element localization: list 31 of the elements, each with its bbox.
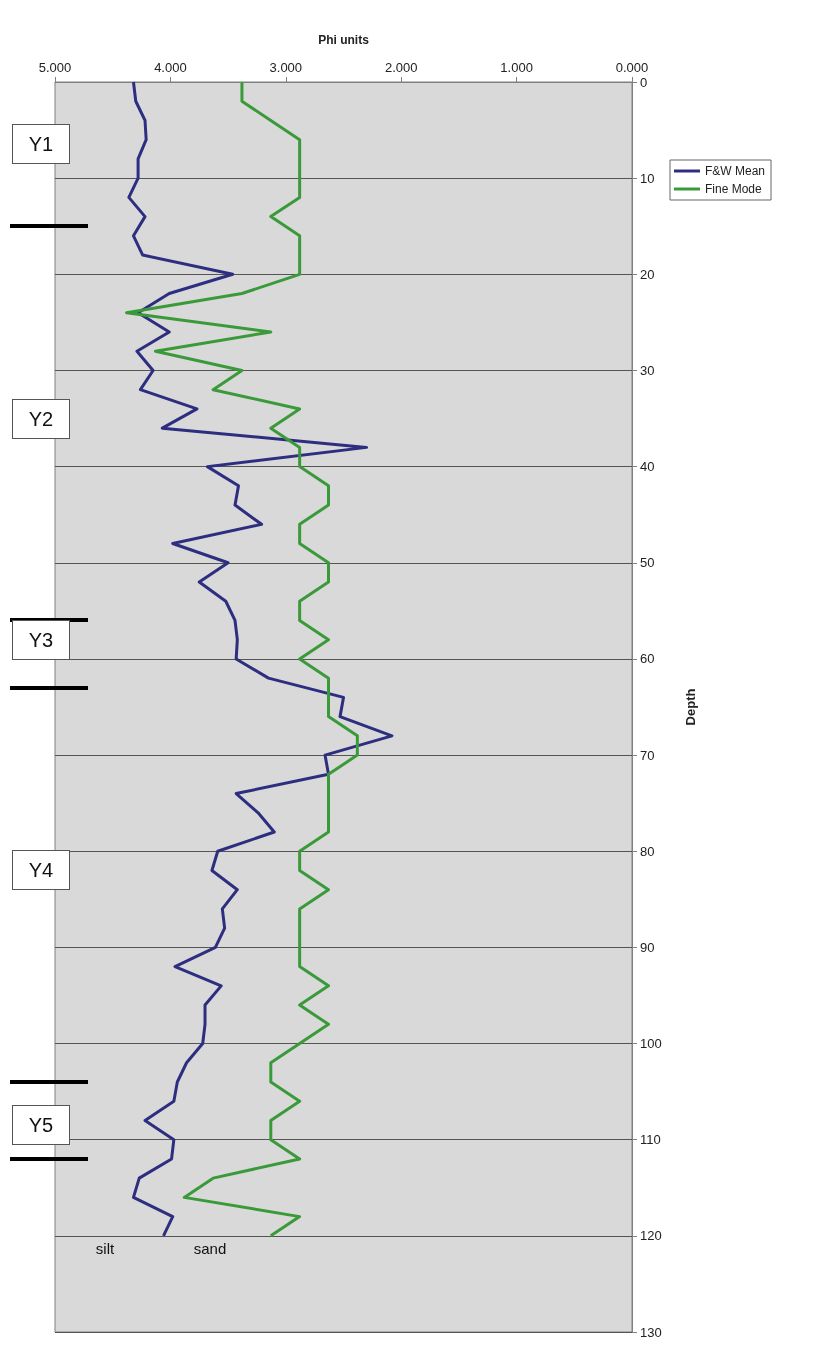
- x-tick-label: 0.000: [615, 60, 649, 75]
- y-tick-label: 30: [640, 362, 655, 378]
- y-tick-label: 90: [640, 939, 655, 955]
- annotation: silt: [94, 1240, 116, 1257]
- x-tick-label: 4.000: [154, 60, 187, 75]
- x-tick-label: 3.000: [269, 60, 303, 75]
- x-axis-title: Phi units: [318, 33, 370, 47]
- y-tick-label: 120: [640, 1228, 662, 1244]
- y-tick-label: 20: [640, 266, 655, 282]
- y-axis-title: Depth: [683, 688, 698, 726]
- y-tick-label: 0: [640, 74, 648, 90]
- text: Y5: [12, 1105, 70, 1145]
- text: Y2: [12, 399, 70, 439]
- y-tick-label: 70: [640, 747, 655, 763]
- y-tick-label: 130: [640, 1324, 662, 1340]
- text: Y4: [12, 850, 70, 890]
- y-tick-label: 110: [640, 1132, 661, 1148]
- text: Y1: [12, 124, 70, 164]
- y-tick-label: 80: [640, 843, 655, 859]
- legend-label: Fine Mode: [705, 182, 763, 196]
- x-tick-label: 5.000: [38, 60, 72, 75]
- legend-label: F&W Mean: [705, 164, 766, 178]
- text: Y3: [12, 620, 70, 660]
- annotation: sand: [192, 1240, 228, 1257]
- y-tick-label: 100: [640, 1036, 662, 1052]
- y-tick-label: 40: [640, 459, 655, 475]
- y-tick-label: 10: [640, 170, 655, 186]
- y-tick-label: 50: [640, 555, 655, 571]
- x-tick-label: 2.000: [384, 60, 418, 75]
- x-tick-label: 1.000: [500, 60, 533, 75]
- y-tick-label: 60: [640, 651, 655, 667]
